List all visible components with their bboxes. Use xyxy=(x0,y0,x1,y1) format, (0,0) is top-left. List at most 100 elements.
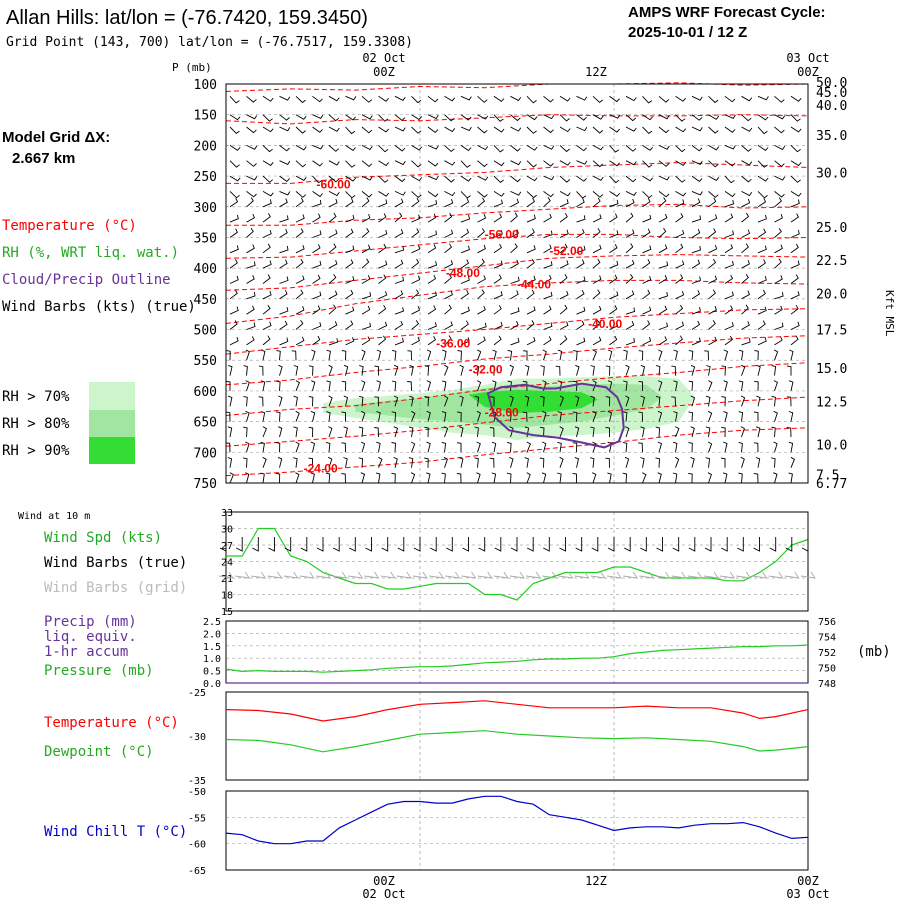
wind-barb xyxy=(526,228,535,238)
wind-barb xyxy=(295,441,300,453)
wind-barb xyxy=(328,364,333,376)
wind-barb xyxy=(278,426,283,438)
rh90-swatch xyxy=(89,437,135,464)
wind-barb xyxy=(705,426,711,438)
wind-barb xyxy=(507,380,512,391)
wind-barb xyxy=(790,321,800,330)
wind-barb xyxy=(312,230,322,238)
wind-barb xyxy=(607,410,613,422)
wind-barb xyxy=(328,190,340,197)
wind-barb xyxy=(295,336,305,346)
wind-barb xyxy=(559,95,571,102)
wind-barb xyxy=(592,258,601,269)
wind-barb xyxy=(394,229,404,238)
wind-barb xyxy=(741,126,753,132)
wind-barb xyxy=(326,380,331,391)
wind-barb xyxy=(312,144,324,150)
wind-barb xyxy=(262,199,272,208)
wind-barb xyxy=(640,457,645,468)
wind-barb xyxy=(411,289,420,300)
wind-barb xyxy=(246,175,258,181)
wind-barb xyxy=(312,114,324,119)
wind-barb xyxy=(460,114,472,121)
wind-barb xyxy=(510,212,518,223)
wind-barb xyxy=(658,305,668,315)
wind-barb xyxy=(378,304,387,315)
wind-barb xyxy=(625,364,630,376)
wind-barb xyxy=(328,304,337,315)
wind-barb xyxy=(460,245,470,254)
wind-barb xyxy=(279,290,288,300)
wind-barb xyxy=(427,175,439,181)
wind-barb xyxy=(543,322,553,330)
wind-barb xyxy=(658,95,670,103)
wind-barb-grid xyxy=(574,571,590,579)
wind-barb-grid xyxy=(800,571,816,579)
wind-barb xyxy=(444,145,455,152)
wind-barb xyxy=(394,290,404,300)
wind-barb xyxy=(308,365,314,376)
wind-barb xyxy=(757,289,766,300)
wind-barb xyxy=(675,274,684,284)
wind-barb xyxy=(675,243,684,254)
wind-barb xyxy=(724,126,736,133)
wind-barb xyxy=(246,227,254,238)
wind-barb xyxy=(426,441,431,453)
wind-barb xyxy=(262,335,271,346)
wind-barb xyxy=(757,160,768,168)
wind-barb xyxy=(407,381,412,391)
wind-barb xyxy=(638,442,643,453)
pressure-tick-label: 748 xyxy=(818,679,836,690)
wind-barb xyxy=(559,160,571,166)
wind-barb xyxy=(378,175,389,183)
wind-barb xyxy=(312,95,323,103)
wind-barb-true xyxy=(575,537,583,552)
wind-barb xyxy=(691,306,701,315)
panel-frame xyxy=(225,620,809,684)
wind-barb xyxy=(753,411,759,422)
wind-barb xyxy=(790,199,800,208)
wind-barb xyxy=(358,457,364,468)
wind-barb xyxy=(262,274,271,284)
wind-barb xyxy=(572,411,578,422)
wind-barb xyxy=(394,190,406,196)
wind-barb xyxy=(411,306,421,315)
wind-barb xyxy=(343,395,349,407)
wind-barb xyxy=(522,350,528,361)
wind-barb xyxy=(773,441,778,453)
wind-barb xyxy=(773,410,778,422)
wind-barb xyxy=(343,426,348,438)
wind-barb xyxy=(394,114,406,122)
wind-barb xyxy=(394,175,406,183)
wind-barb-true xyxy=(510,537,518,552)
wind-barb xyxy=(328,273,337,284)
wind-barb xyxy=(341,380,347,391)
legend-rh: RH (%, WRT liq. wat.) xyxy=(2,245,179,261)
wind-barb xyxy=(576,175,587,182)
wind-barb xyxy=(790,456,795,468)
wind-barb xyxy=(724,213,734,223)
wind-barb xyxy=(723,349,729,361)
temperature-contour-labels: -60.00 -56.00 -52.00 -48.00 -44.00 -40.00 -36.… xyxy=(304,178,623,476)
wind-barb xyxy=(724,322,734,330)
wind-barb xyxy=(510,337,520,346)
wind-barb xyxy=(559,321,569,330)
wind-barb xyxy=(690,426,695,438)
wind-barb xyxy=(592,160,604,168)
wind-barb xyxy=(477,145,489,151)
precip-pressure-panel: Precip (mm) liq. equiv. 1-hr accum Press… xyxy=(44,614,891,690)
wind-barb xyxy=(277,456,283,468)
wind-barb xyxy=(658,227,667,238)
wind-barb xyxy=(427,305,437,315)
wind-barb xyxy=(328,243,337,254)
wind-barb xyxy=(559,145,570,153)
wind-barb xyxy=(543,305,552,315)
wind-barb xyxy=(771,365,777,376)
wind-barb xyxy=(526,441,531,453)
wind-barb xyxy=(444,321,453,330)
wind-barb xyxy=(295,275,305,284)
wind-barb xyxy=(427,261,438,269)
wind-barb xyxy=(675,321,685,330)
wind-barb xyxy=(279,337,289,346)
wind-barb xyxy=(477,191,488,198)
